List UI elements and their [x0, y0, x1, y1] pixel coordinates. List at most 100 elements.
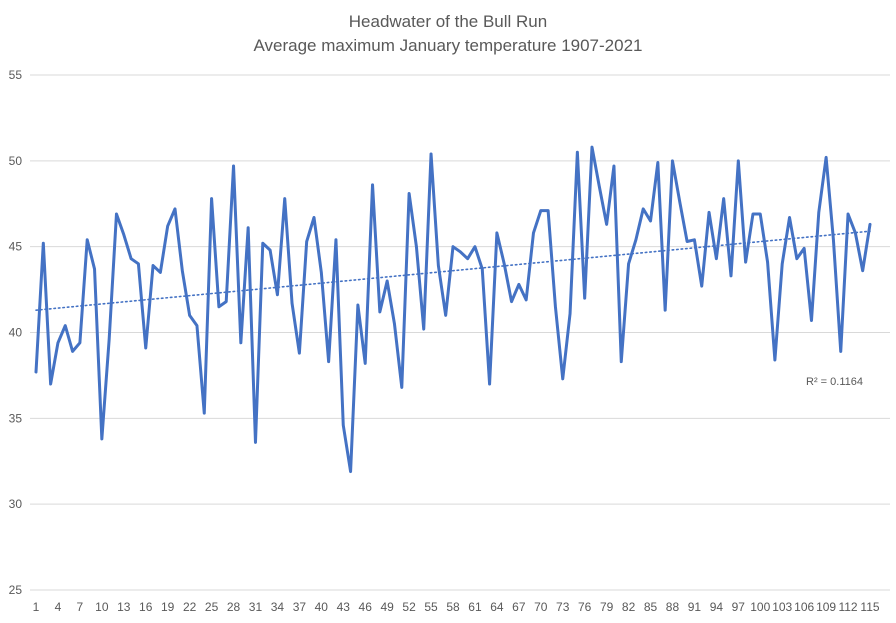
data-point	[715, 257, 718, 260]
x-tick-label: 25	[205, 600, 219, 614]
data-point	[122, 233, 125, 236]
data-point	[656, 161, 660, 164]
x-tick-label: 91	[688, 600, 702, 614]
x-tick-label: 19	[161, 600, 175, 614]
data-point	[722, 197, 725, 200]
data-point	[634, 238, 638, 241]
data-point	[649, 219, 652, 223]
data-point	[510, 300, 513, 303]
data-point	[444, 314, 447, 317]
chart-title: Headwater of the Bull Run	[348, 12, 548, 31]
data-point	[349, 470, 352, 473]
x-tick-label: 49	[380, 600, 394, 614]
x-tick-label: 94	[710, 600, 724, 614]
data-point	[86, 238, 89, 241]
data-point	[810, 319, 813, 322]
x-tick-label: 79	[600, 600, 614, 614]
data-point	[788, 216, 791, 219]
data-point	[93, 267, 96, 271]
x-tick-label: 34	[271, 600, 285, 614]
data-point	[539, 209, 542, 212]
data-point	[663, 308, 667, 312]
data-point	[642, 207, 645, 211]
data-point	[378, 310, 382, 314]
x-tick-label: 43	[337, 600, 351, 614]
data-point	[605, 223, 608, 226]
data-point	[371, 183, 374, 187]
data-point	[276, 293, 279, 296]
y-tick-label: 55	[9, 68, 23, 82]
data-point	[590, 145, 594, 149]
data-point	[181, 269, 184, 272]
y-tick-label: 30	[9, 497, 23, 511]
data-point	[488, 382, 491, 386]
data-point	[268, 248, 272, 252]
data-point	[393, 322, 396, 326]
data-point	[824, 156, 828, 159]
y-tick-label: 45	[9, 240, 23, 254]
data-point	[232, 164, 235, 168]
data-point	[71, 350, 74, 353]
data-point	[64, 324, 67, 327]
data-point	[854, 231, 857, 235]
data-point	[225, 300, 228, 303]
y-tick-label: 50	[9, 154, 23, 168]
data-point	[42, 242, 45, 245]
data-point	[802, 247, 806, 250]
data-point	[78, 341, 82, 344]
chart-subtitle: Average maximum January temperature 1907…	[253, 36, 643, 55]
data-point	[364, 362, 367, 365]
data-point	[254, 441, 257, 444]
data-point	[144, 346, 147, 350]
x-tick-label: 22	[183, 600, 197, 614]
data-point	[868, 223, 872, 226]
data-point	[429, 152, 433, 156]
y-tick-label: 25	[9, 583, 23, 597]
data-point	[759, 212, 762, 216]
x-tick-label: 115	[860, 600, 879, 614]
data-point	[729, 274, 733, 278]
x-tick-label: 109	[816, 600, 836, 614]
series-line	[34, 145, 872, 474]
data-point	[320, 271, 323, 274]
data-point	[312, 216, 316, 219]
data-point	[246, 226, 250, 229]
x-tick-label: 112	[838, 600, 857, 614]
data-point	[290, 302, 294, 305]
data-point	[422, 327, 425, 331]
data-point	[627, 262, 630, 266]
x-tick-label: 46	[359, 600, 373, 614]
data-point	[407, 192, 411, 195]
data-point	[298, 351, 301, 355]
data-point	[561, 377, 564, 381]
grid	[30, 74, 890, 591]
x-tick-label: 16	[139, 600, 153, 614]
data-point	[56, 341, 60, 344]
data-point	[517, 283, 521, 286]
x-tick-label: 97	[732, 600, 746, 614]
x-tick-label: 82	[622, 600, 636, 614]
data-point	[100, 437, 104, 441]
data-point	[151, 264, 155, 267]
x-tick-label: 7	[77, 600, 84, 614]
x-tick-label: 4	[55, 600, 62, 614]
data-point	[334, 238, 338, 241]
data-point	[34, 370, 38, 374]
data-point	[707, 211, 711, 214]
data-point	[327, 360, 330, 363]
data-point	[451, 245, 455, 248]
data-point	[598, 185, 601, 188]
x-tick-label: 103	[772, 600, 792, 614]
data-point	[751, 212, 755, 216]
x-tick-label: 70	[534, 600, 548, 614]
data-point	[576, 151, 579, 154]
data-point	[239, 341, 243, 344]
x-axis-ticks: 1 4 7 10 13 16 19 22 25 28 31 34 37 40 43 46 49 52 55 58 61 6…	[33, 600, 880, 614]
data-point	[166, 224, 169, 228]
data-point	[173, 207, 177, 211]
trendline	[35, 230, 871, 311]
data-point	[532, 231, 535, 235]
data-point	[459, 250, 462, 254]
x-tick-label: 67	[512, 600, 526, 614]
data-point	[839, 350, 842, 353]
